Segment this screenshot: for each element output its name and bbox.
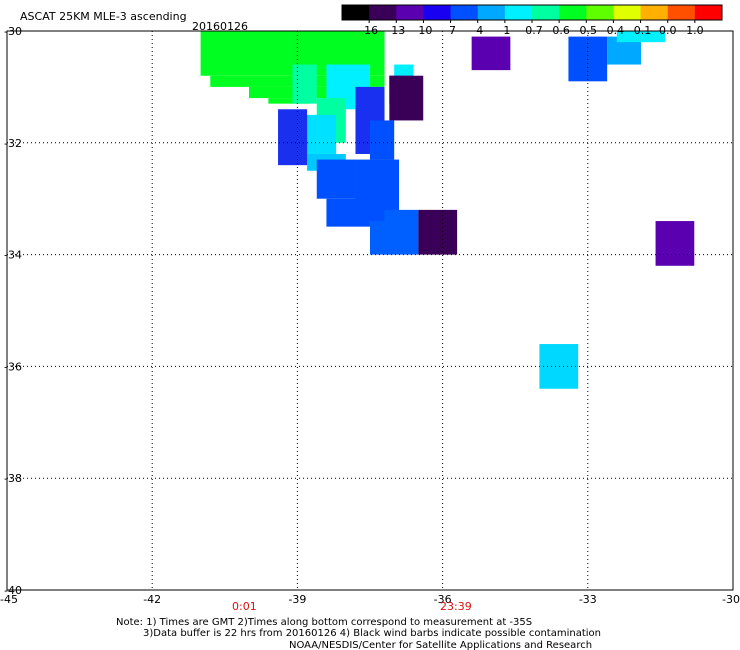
colorbar-segment [559, 5, 587, 20]
colorbar-label: -0.1 [630, 24, 651, 37]
data-cell [292, 64, 317, 104]
data-cell [471, 36, 511, 71]
data-cell [389, 75, 424, 121]
data-cell [370, 221, 395, 255]
data-cell [268, 98, 308, 104]
colorbar-label: 1.0 [686, 24, 704, 37]
colorbar-label: -7 [445, 24, 456, 37]
note-line-2: 3)Data buffer is 22 hrs from 20160126 4)… [143, 628, 601, 639]
chart-date: 20160126 [192, 20, 248, 33]
colorbar-label: -4 [472, 24, 483, 37]
colorbar-segment [640, 5, 669, 20]
x-tick-label: -42 [143, 593, 161, 606]
y-tick-label: -40 [4, 584, 22, 597]
colorbar-segment [450, 5, 479, 20]
colorbar-label: -10 [414, 24, 432, 37]
chart-title: ASCAT 25KM MLE-3 ascending [20, 10, 187, 23]
colorbar-label: -0.7 [521, 24, 542, 37]
colorbar-segment [477, 5, 506, 20]
colorbar-label: -0.5 [576, 24, 597, 37]
y-tick-labels: -30 -32 -34 -36 -38 -40 [4, 25, 22, 597]
time-label-end: 23:39 [440, 600, 472, 613]
colorbar-segment [342, 5, 370, 20]
data-cell [278, 109, 308, 166]
data-cell [370, 120, 395, 160]
colorbar-label: -0.4 [603, 24, 624, 37]
data-cell [316, 159, 356, 199]
data-cell [655, 221, 695, 266]
x-tick-label: -45 [0, 593, 18, 606]
data-cells [200, 31, 695, 389]
colorbar-segment [667, 5, 696, 20]
colorbar-segment [423, 5, 452, 20]
x-tick-labels: -45 -42 -39 -36 -33 -30 [0, 593, 740, 606]
data-cell [568, 36, 608, 82]
colorbar-segment [396, 5, 424, 20]
data-cell [302, 114, 337, 154]
colorbar-label: -0.6 [548, 24, 569, 37]
x-tick-label: -39 [288, 593, 306, 606]
y-tick-label: -34 [4, 249, 22, 262]
colorbar: -16 -13 -10 -7 -4 -1 -0.7 -0.6 -0.5 -0.4 -0.1 0.0 1.… [341, 4, 723, 37]
colorbar-label: 0.0 [659, 24, 677, 37]
time-label-start: 0:01 [232, 600, 257, 613]
y-tick-label: -36 [4, 360, 22, 373]
x-tick-label: -30 [722, 593, 740, 606]
colorbar-segment [613, 5, 642, 20]
data-cell [616, 31, 666, 43]
y-tick-label: -32 [4, 137, 22, 150]
colorbar-label: -13 [387, 24, 405, 37]
data-cell [418, 209, 458, 255]
colorbar-segment [694, 5, 723, 20]
y-tick-label: -30 [4, 25, 22, 38]
y-tick-label: -38 [4, 472, 22, 485]
note-line-3: NOAA/NESDIS/Center for Satellite Applica… [289, 640, 592, 650]
colorbar-segment [532, 5, 560, 20]
colorbar-label: -1 [499, 24, 510, 37]
x-tick-label: -36 [434, 593, 452, 606]
colorbar-label: -16 [360, 24, 378, 37]
data-cell [539, 344, 579, 389]
colorbar-segment [586, 5, 614, 20]
x-tick-label: -33 [579, 593, 597, 606]
grid-lines [7, 31, 733, 590]
colorbar-segment [369, 5, 397, 20]
plot-frame [6, 30, 734, 591]
note-line-1: Note: 1) Times are GMT 2)Times along bot… [116, 617, 532, 628]
colorbar-segment [504, 5, 533, 20]
data-cell [394, 64, 414, 76]
